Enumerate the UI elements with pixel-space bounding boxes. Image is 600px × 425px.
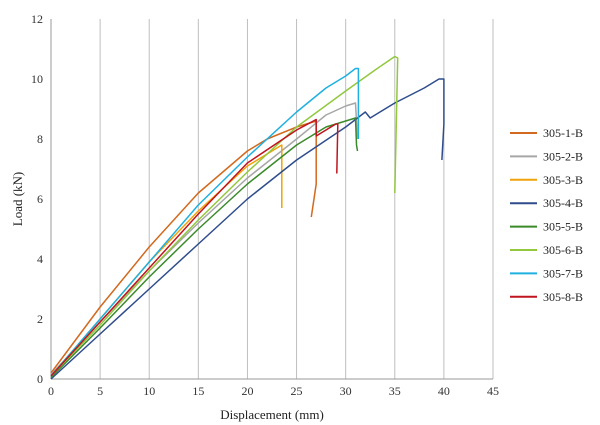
x-tick-labels: 0 5 10 15 20 25 30 35 40 45	[48, 384, 499, 398]
x-axis-title: Displacement (mm)	[220, 407, 324, 422]
series-line-305-7-B	[50, 67, 360, 377]
series-line-305-8-B	[50, 118, 339, 377]
x-tick-label: 40	[438, 384, 450, 398]
legend-label-305-4-B: 305-4-B	[543, 196, 583, 210]
y-tick-label: 12	[31, 12, 43, 26]
legend-label-305-1-B: 305-1-B	[543, 126, 583, 140]
legend-label-305-8-B: 305-8-B	[543, 290, 583, 304]
y-tick-labels: 0 2 4 6 8 10 12	[31, 12, 43, 386]
series-line-305-2-B	[50, 102, 359, 376]
x-tick-label: 0	[48, 384, 54, 398]
legend-label-305-2-B: 305-2-B	[543, 149, 583, 163]
y-tick-label: 4	[37, 252, 43, 266]
y-axis-title: Load (kN)	[10, 172, 25, 227]
x-tick-label: 20	[241, 384, 253, 398]
y-tick-label: 0	[37, 372, 43, 386]
y-tick-label: 2	[37, 312, 43, 326]
legend-label-305-3-B: 305-3-B	[543, 173, 583, 187]
x-tick-label: 30	[340, 384, 352, 398]
series-line-305-1-B	[50, 120, 317, 374]
x-tick-label: 45	[487, 384, 499, 398]
x-tick-label: 5	[97, 384, 103, 398]
legend-label-305-7-B: 305-7-B	[543, 266, 583, 280]
legend-label-305-6-B: 305-6-B	[543, 243, 583, 257]
y-tick-label: 6	[37, 192, 43, 206]
axes	[50, 19, 493, 380]
series-line-305-6-B	[50, 55, 399, 377]
x-tick-label: 35	[389, 384, 401, 398]
x-tick-label: 10	[143, 384, 155, 398]
y-tick-label: 8	[37, 132, 43, 146]
legend: 305-1-B 305-2-B 305-3-B 305-4-B 305-5-B 305-6…	[510, 126, 583, 304]
grid-lines	[99, 19, 494, 379]
series-line-305-4-B	[50, 78, 445, 380]
y-tick-label: 10	[31, 72, 43, 86]
series-line-305-5-B	[50, 117, 359, 379]
legend-label-305-5-B: 305-5-B	[543, 220, 583, 234]
series-lines	[50, 55, 445, 380]
x-tick-label: 25	[291, 384, 303, 398]
x-tick-label: 15	[192, 384, 204, 398]
